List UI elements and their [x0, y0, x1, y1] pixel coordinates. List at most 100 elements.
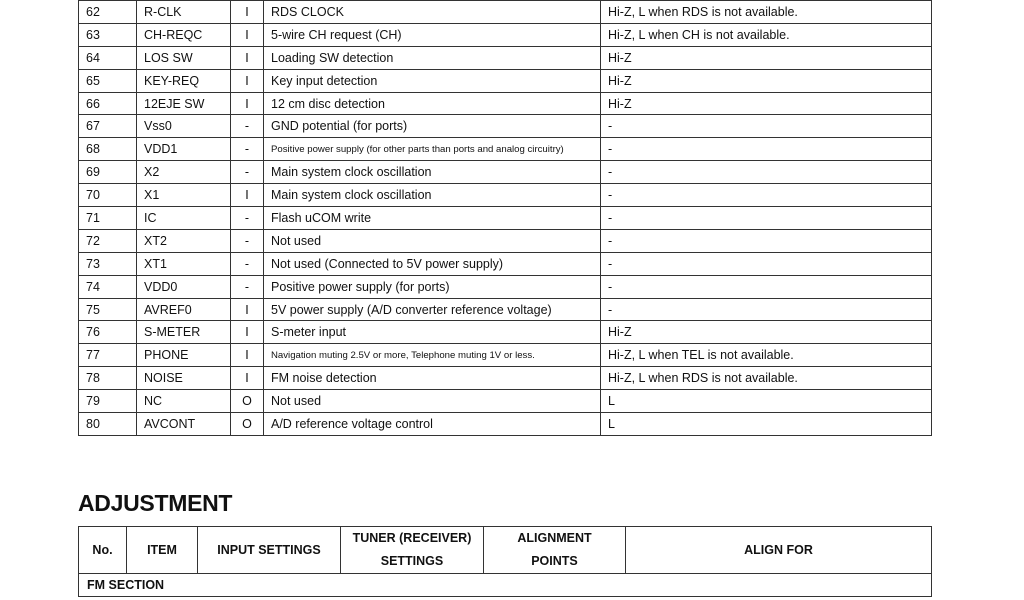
table-row: 79 NC O Not used L — [78, 389, 932, 414]
pin-state: Hi-Z, L when CH is not available. — [600, 22, 932, 47]
header-input-settings: INPUT SETTINGS — [197, 526, 341, 574]
pin-state: Hi-Z — [600, 68, 932, 93]
pin-state: - — [600, 251, 932, 276]
pin-io: - — [230, 228, 264, 253]
pin-io: I — [230, 297, 264, 322]
pin-function: Not used — [263, 389, 601, 414]
header-no: No. — [78, 526, 127, 574]
pin-function: S-meter input — [263, 320, 601, 345]
pin-name: IC — [136, 206, 231, 230]
header-align-for: ALIGN FOR — [625, 526, 932, 574]
pin-io: I — [230, 343, 264, 368]
pin-state: Hi-Z — [600, 320, 932, 345]
pin-name: X2 — [136, 160, 231, 185]
pin-number: 66 — [78, 91, 137, 116]
pin-function: A/D reference voltage control — [263, 412, 601, 436]
pin-number: 80 — [78, 412, 137, 436]
pin-io: - — [230, 137, 264, 162]
pin-function: Positive power supply (for ports) — [263, 274, 601, 299]
table-row: 69 X2- Main system clock oscillation - — [78, 160, 932, 185]
pin-function-table: 62 R-CLK I RDS CLOCK Hi-Z, L when RDS is not… — [78, 0, 932, 436]
pin-state: Hi-Z, L when RDS is not available. — [600, 0, 932, 24]
pin-io: - — [230, 251, 264, 276]
table-row: 77 PHONE I Navigation muting 2.5V or more, … — [78, 343, 932, 368]
pin-function: Loading SW detection — [263, 45, 601, 70]
pin-number: 78 — [78, 366, 137, 391]
pin-number: 76 — [78, 320, 137, 345]
table-row: 67 Vss0- GND potential (for ports) - — [78, 114, 932, 139]
pin-function: RDS CLOCK — [263, 0, 601, 24]
pin-number: 77 — [78, 343, 137, 368]
pin-name: XT1 — [136, 251, 231, 276]
pin-io: I — [230, 22, 264, 47]
pin-state: - — [600, 297, 932, 322]
pin-number: 75 — [78, 297, 137, 322]
pin-state: - — [600, 160, 932, 185]
pin-number: 67 — [78, 114, 137, 139]
fm-section-label: FM SECTION — [78, 573, 932, 597]
table-row: 66 12EJE SW I 12 cm disc detection Hi-Z — [78, 91, 932, 116]
pin-io: - — [230, 114, 264, 139]
pin-name: S-METER — [136, 320, 231, 345]
pin-function: GND potential (for ports) — [263, 114, 601, 139]
pin-number: 63 — [78, 22, 137, 47]
table-row: 73 XT1- Not used (Connected to 5V power su… — [78, 251, 932, 276]
pin-state: Hi-Z, L when RDS is not available. — [600, 366, 932, 391]
pin-name: 12EJE SW — [136, 91, 231, 116]
table-row: 72 XT2- Not used - — [78, 228, 932, 253]
pin-name: R-CLK — [136, 0, 231, 24]
pin-number: 62 — [78, 0, 137, 24]
table-row: 80 AVCONT O A/D reference voltage control L — [78, 412, 932, 436]
pin-name: X1 — [136, 183, 231, 208]
pin-number: 70 — [78, 183, 137, 208]
pin-io: I — [230, 366, 264, 391]
pin-function: Not used (Connected to 5V power supply) — [263, 251, 601, 276]
table-row: 76 S-METER I S-meter input Hi-Z — [78, 320, 932, 345]
adjustment-header-row: No. ITEM INPUT SETTINGS TUNER (RECEIVER)… — [78, 526, 932, 574]
pin-function: Positive power supply (for other parts t… — [263, 137, 601, 162]
pin-state: - — [600, 183, 932, 208]
pin-function: Not used — [263, 228, 601, 253]
pin-function: Navigation muting 2.5V or more, Telephon… — [263, 343, 601, 368]
pin-name: KEY-REQ — [136, 68, 231, 93]
pin-io: O — [230, 389, 264, 414]
pin-name: AVCONT — [136, 412, 231, 436]
table-row: 78 NOISE I FM noise detection Hi-Z, L when R… — [78, 366, 932, 391]
pin-io: I — [230, 45, 264, 70]
header-tuner-settings: TUNER (RECEIVER) SETTINGS — [340, 526, 484, 574]
pin-name: AVREF0 — [136, 297, 231, 322]
pin-function: Flash uCOM write — [263, 206, 601, 230]
pin-number: 79 — [78, 389, 137, 414]
pin-io: - — [230, 274, 264, 299]
pin-io: I — [230, 320, 264, 345]
pin-function: 12 cm disc detection — [263, 91, 601, 116]
pin-name: VDD1 — [136, 137, 231, 162]
pin-state: Hi-Z, L when TEL is not available. — [600, 343, 932, 368]
pin-state: L — [600, 389, 932, 414]
table-row: 64 LOS SW I Loading SW detection Hi-Z — [78, 45, 932, 70]
pin-state: - — [600, 228, 932, 253]
pin-function: Main system clock oscillation — [263, 183, 601, 208]
pin-io: I — [230, 183, 264, 208]
pin-io: I — [230, 91, 264, 116]
table-row: 74 VDD0- Positive power supply (for ports)… — [78, 274, 932, 299]
pin-io: I — [230, 68, 264, 93]
section-row: FM SECTION — [78, 573, 932, 597]
pin-name: LOS SW — [136, 45, 231, 70]
section-heading-adjustment: ADJUSTMENT — [78, 490, 233, 516]
pin-function: Main system clock oscillation — [263, 160, 601, 185]
table-row: 62 R-CLK I RDS CLOCK Hi-Z, L when RDS is not… — [78, 0, 932, 24]
table-row: 65 KEY-REQ I Key input detection Hi-Z — [78, 68, 932, 93]
table-row: 68 VDD1- Positive power supply (for other … — [78, 137, 932, 162]
pin-number: 68 — [78, 137, 137, 162]
pin-io: - — [230, 160, 264, 185]
pin-state: Hi-Z — [600, 91, 932, 116]
pin-state: L — [600, 412, 932, 436]
adjustment-table: No. ITEM INPUT SETTINGS TUNER (RECEIVER)… — [78, 526, 932, 597]
pin-number: 69 — [78, 160, 137, 185]
pin-state: Hi-Z — [600, 45, 932, 70]
pin-function: 5-wire CH request (CH) — [263, 22, 601, 47]
table-row: 75 AVREF0 I 5V power supply (A/D converter … — [78, 297, 932, 322]
table-row: 70 X1 I Main system clock oscillation - — [78, 183, 932, 208]
pin-function: Key input detection — [263, 68, 601, 93]
